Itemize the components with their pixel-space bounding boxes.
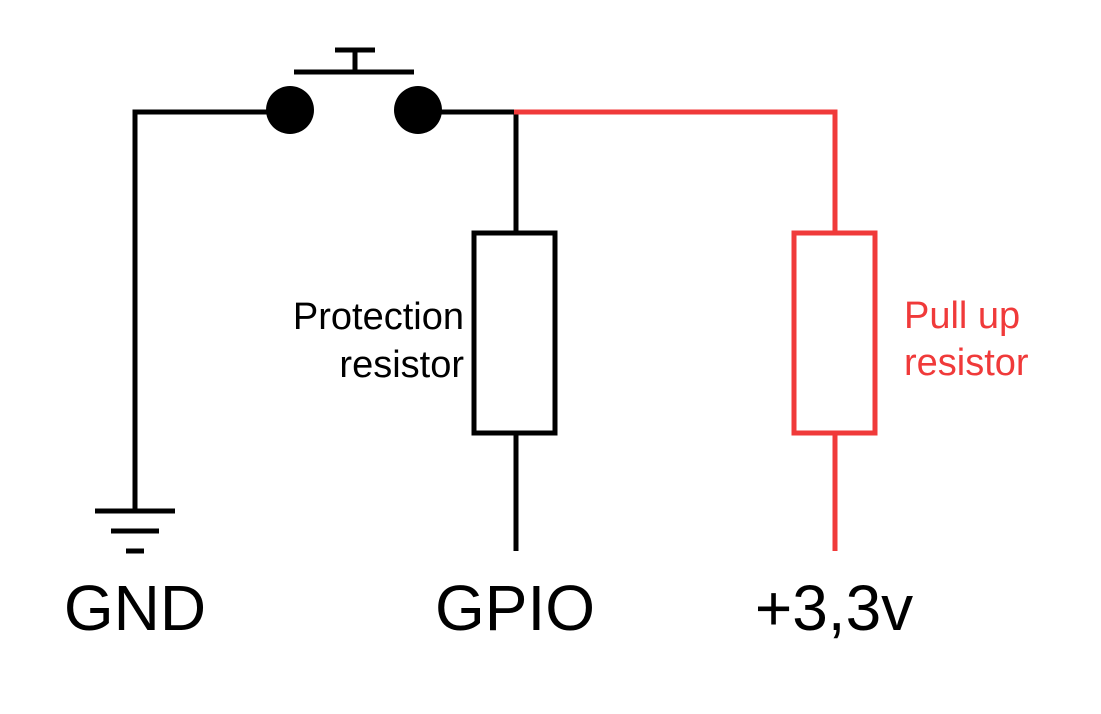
protection-resistor-label-line2: resistor [339, 344, 464, 386]
vcc-label: +3,3v [755, 572, 913, 644]
ground-symbol-icon [95, 508, 175, 554]
switch-contact-left [266, 86, 314, 134]
protection-resistor [471, 230, 558, 436]
pullup-resistor [791, 230, 878, 436]
gnd-wire [132, 109, 268, 510]
push-button-switch-icon [266, 47, 442, 134]
pullup-top-wire [514, 109, 838, 233]
switch-contact-right [394, 86, 442, 134]
gpio-label: GPIO [435, 572, 595, 644]
gnd-label: GND [64, 572, 206, 644]
pullup-resistor-label-line1: Pull up [904, 295, 1020, 337]
pullup-resistor-label-line2: resistor [904, 342, 1029, 384]
protection-resistor-label-line1: Protection [293, 296, 464, 338]
